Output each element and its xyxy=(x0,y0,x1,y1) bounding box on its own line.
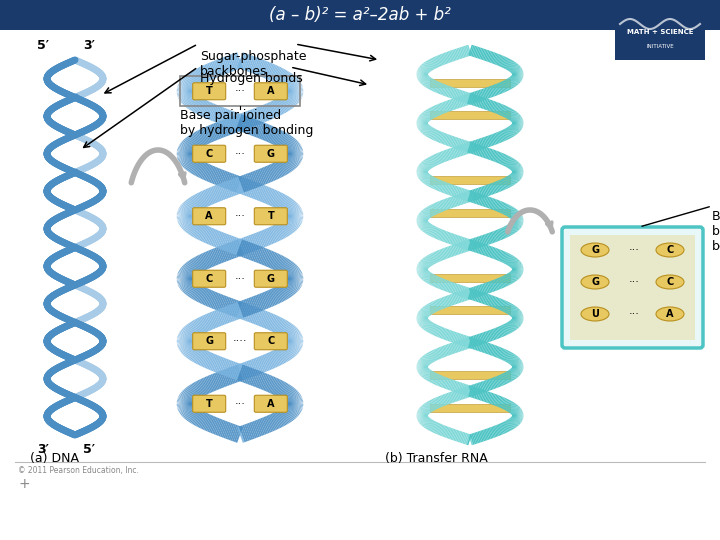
Bar xyxy=(0,0,720,30)
FancyBboxPatch shape xyxy=(254,270,287,287)
Ellipse shape xyxy=(581,275,609,289)
Text: G: G xyxy=(205,336,213,346)
Bar xyxy=(180,76,300,106)
Ellipse shape xyxy=(656,307,684,321)
FancyBboxPatch shape xyxy=(193,208,225,225)
Text: C: C xyxy=(206,274,213,284)
Text: A: A xyxy=(666,309,674,319)
FancyBboxPatch shape xyxy=(431,176,510,184)
FancyBboxPatch shape xyxy=(562,227,703,348)
Text: G: G xyxy=(591,245,599,255)
Text: C: C xyxy=(667,245,674,255)
Text: ····: ···· xyxy=(233,336,247,346)
Text: 3′: 3′ xyxy=(37,443,49,456)
Ellipse shape xyxy=(656,243,684,257)
Text: G: G xyxy=(591,277,599,287)
Text: (a) DNA: (a) DNA xyxy=(30,452,79,465)
Text: T: T xyxy=(206,86,212,96)
FancyBboxPatch shape xyxy=(193,145,225,162)
FancyBboxPatch shape xyxy=(431,403,510,411)
FancyBboxPatch shape xyxy=(431,208,510,217)
FancyBboxPatch shape xyxy=(431,78,510,86)
FancyBboxPatch shape xyxy=(193,83,225,100)
Ellipse shape xyxy=(581,307,609,321)
Ellipse shape xyxy=(656,275,684,289)
Text: Hydrogen bonds: Hydrogen bonds xyxy=(200,72,302,85)
Text: ···: ··· xyxy=(235,148,246,159)
FancyBboxPatch shape xyxy=(193,270,225,287)
Text: © 2011 Pearson Education, Inc.: © 2011 Pearson Education, Inc. xyxy=(18,466,139,475)
Text: MATH + SCIENCE: MATH + SCIENCE xyxy=(626,30,693,36)
Text: Base pair joined
by hydrogen bonding: Base pair joined by hydrogen bonding xyxy=(180,109,313,137)
FancyBboxPatch shape xyxy=(254,83,287,100)
Text: ···: ··· xyxy=(629,277,640,287)
FancyBboxPatch shape xyxy=(254,333,287,350)
Bar xyxy=(570,235,695,340)
Text: T: T xyxy=(267,211,274,221)
Text: T: T xyxy=(206,399,212,409)
Text: G: G xyxy=(267,274,275,284)
Text: ···: ··· xyxy=(629,309,640,319)
Text: ···: ··· xyxy=(235,399,246,409)
Text: A: A xyxy=(267,86,274,96)
FancyBboxPatch shape xyxy=(431,111,510,119)
Bar xyxy=(0,30,720,465)
FancyBboxPatch shape xyxy=(193,395,225,412)
Text: ···: ··· xyxy=(235,86,246,96)
FancyBboxPatch shape xyxy=(193,333,225,350)
Text: INITIATIVE: INITIATIVE xyxy=(646,44,674,49)
FancyBboxPatch shape xyxy=(431,371,510,379)
FancyBboxPatch shape xyxy=(254,208,287,225)
Text: Base pair joined
by hydrogen
bonding: Base pair joined by hydrogen bonding xyxy=(712,210,720,253)
Text: 5′: 5′ xyxy=(83,443,95,456)
Text: +: + xyxy=(18,477,30,491)
Ellipse shape xyxy=(581,243,609,257)
Text: 3′: 3′ xyxy=(83,39,95,52)
Text: G: G xyxy=(267,148,275,159)
Text: A: A xyxy=(267,399,274,409)
FancyBboxPatch shape xyxy=(615,10,705,60)
FancyBboxPatch shape xyxy=(431,306,510,314)
Text: C: C xyxy=(267,336,274,346)
Text: Sugar-phosphate
backbones: Sugar-phosphate backbones xyxy=(200,50,307,78)
Text: ···: ··· xyxy=(235,274,246,284)
FancyBboxPatch shape xyxy=(254,395,287,412)
Text: U: U xyxy=(591,309,599,319)
FancyBboxPatch shape xyxy=(431,273,510,281)
Text: A: A xyxy=(205,211,213,221)
Text: ···: ··· xyxy=(235,211,246,221)
Text: C: C xyxy=(206,148,213,159)
Text: ···: ··· xyxy=(629,245,640,255)
Text: (a – b)² = a²–2ab + b²: (a – b)² = a²–2ab + b² xyxy=(269,6,451,24)
Text: (b) Transfer RNA: (b) Transfer RNA xyxy=(385,452,487,465)
Text: 5′: 5′ xyxy=(37,39,49,52)
FancyBboxPatch shape xyxy=(254,145,287,162)
Text: C: C xyxy=(667,277,674,287)
